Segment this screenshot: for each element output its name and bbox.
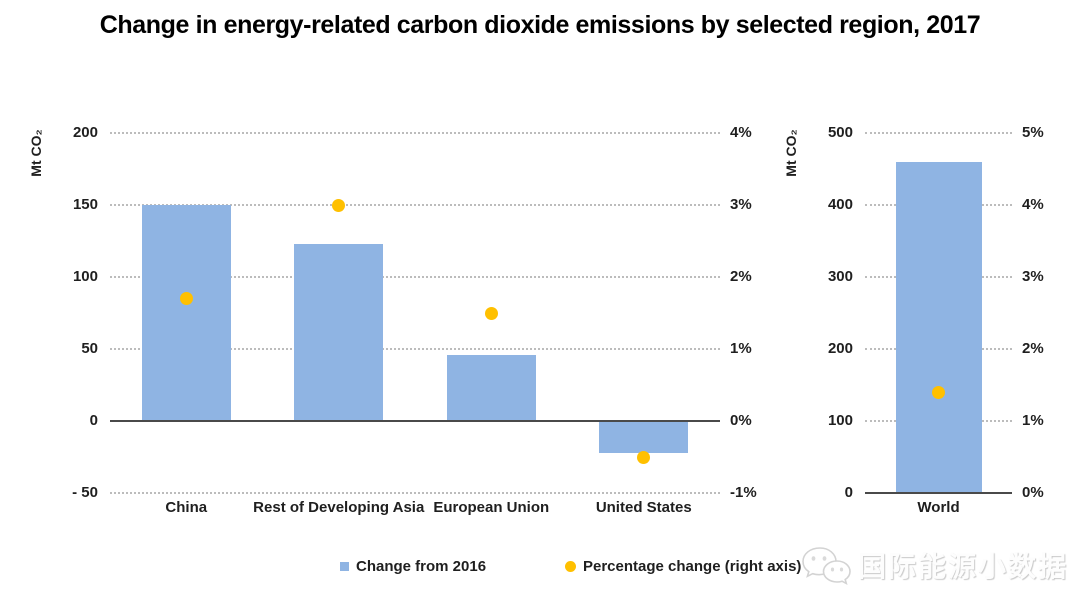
right-axis-tick-label: 3% [1022, 268, 1044, 285]
watermark-text: 国际能源小数据 [857, 551, 1068, 582]
legend-item-percentage-change: Percentage change (right axis) [565, 558, 801, 575]
bar-series-swatch-icon [340, 562, 349, 571]
bar-united-states [599, 421, 689, 453]
left-axis-tick-label: 500 [827, 124, 853, 141]
left-axis-tick-label: 0 [844, 484, 853, 501]
wechat-icon [802, 547, 851, 585]
gridline [110, 132, 720, 134]
x-tick-label-european-union: European Union [433, 499, 550, 516]
right-axis-tick-label: 0% [730, 412, 752, 429]
watermark: 国际能源小数据 [800, 545, 1068, 585]
left-axis-tick-label: 50 [81, 340, 98, 357]
dot-united-states [637, 450, 651, 464]
right-axis-tick-label: 0% [1022, 484, 1044, 501]
gridline [110, 348, 720, 350]
right-axis-tick-label: -1% [730, 484, 757, 501]
bar-european-union [446, 354, 536, 421]
left-axis-tick-label: 100 [827, 412, 853, 429]
left-axis-tick-label: 0 [89, 412, 98, 429]
right-axis-tick-label: 2% [1022, 340, 1044, 357]
legend-label: Change from 2016 [356, 558, 487, 575]
gridline [110, 492, 720, 494]
left-axis-tick-label: 100 [72, 268, 98, 285]
left-axis-tick-label: - 50 [72, 484, 98, 501]
dot-china [179, 292, 193, 306]
x-tick-label-rest-of-developing-asia: Rest of Developing Asia [253, 499, 425, 516]
dot-series-swatch-icon [565, 561, 576, 572]
gridline [865, 132, 1012, 134]
bar-china [141, 205, 231, 421]
x-tick-label-united-states: United States [595, 499, 692, 516]
left-axis-tick-label: 400 [827, 196, 853, 213]
right-axis-tick-label: 5% [1022, 124, 1044, 141]
right-axis-tick-label: 1% [730, 340, 752, 357]
right-axis-tick-label: 4% [1022, 196, 1044, 213]
right-axis-tick-label: 4% [730, 124, 752, 141]
dot-world [932, 385, 945, 399]
left-axis-tick-label: 200 [72, 124, 98, 141]
right-axis-tick-label: 3% [730, 196, 752, 213]
gridline [110, 204, 720, 206]
zero-axis-line [110, 420, 720, 422]
x-tick-label-world: World [917, 499, 960, 516]
zero-axis-line [865, 492, 1012, 494]
right-axis-tick-label: 2% [730, 268, 752, 285]
bar-world [895, 161, 982, 493]
gridline [110, 276, 720, 278]
right-axis-tick-label: 1% [1022, 412, 1044, 429]
page-title: Change in energy-related carbon dioxide … [99, 11, 981, 39]
left-axis-tick-label: 300 [827, 268, 853, 285]
x-tick-label-china: China [165, 499, 208, 516]
chart-legend: Change from 2016 Percentage change (righ… [0, 558, 1080, 580]
bar-rest-of-developing-asia [294, 243, 384, 421]
dot-rest-of-developing-asia [332, 198, 346, 212]
legend-label: Percentage change (right axis) [583, 558, 802, 575]
dot-european-union [484, 306, 498, 320]
left-axis-tick-label: 150 [72, 196, 98, 213]
legend-item-change-from-2016: Change from 2016 [340, 558, 486, 575]
left-axis-tick-label: 200 [827, 340, 853, 357]
